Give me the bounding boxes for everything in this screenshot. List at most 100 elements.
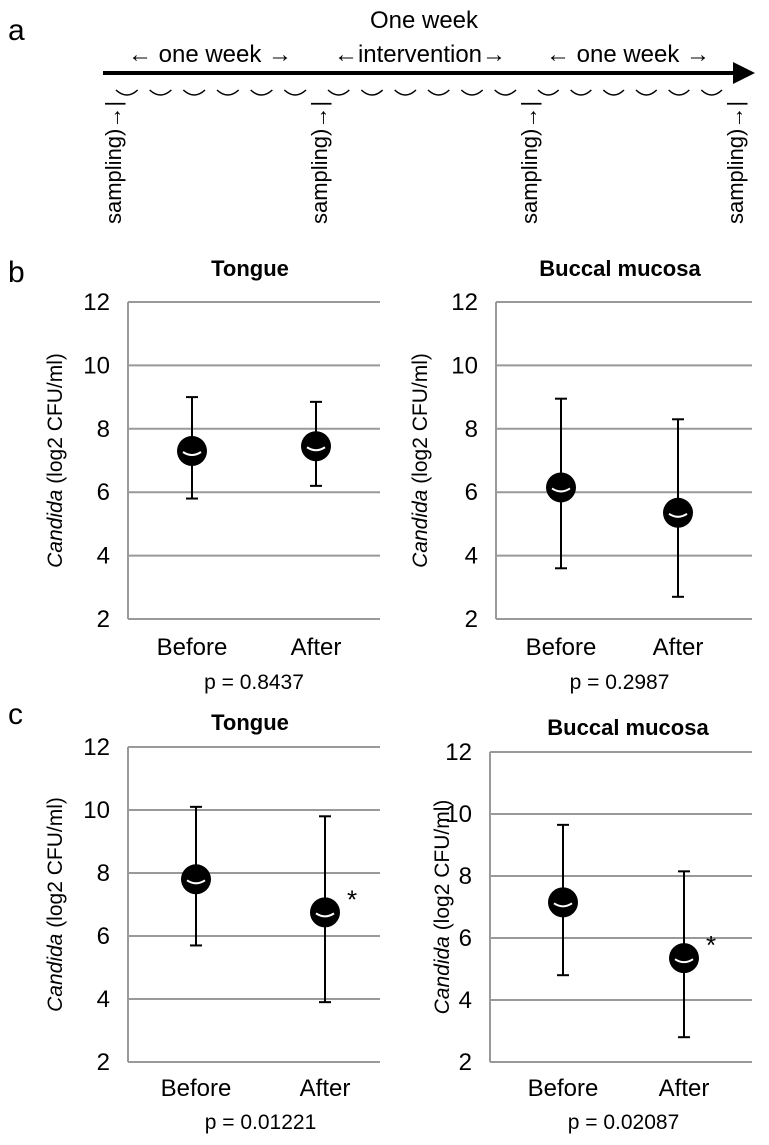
timeline-braces xyxy=(115,89,723,96)
y-axis-label: Candida (log2 CFU/ml) xyxy=(431,800,454,1015)
timeline-arrowhead xyxy=(733,62,755,84)
y-tick-label: 4 xyxy=(459,987,472,1014)
y-tick-label: 10 xyxy=(83,797,110,824)
timeline-brace-1-2 xyxy=(149,89,172,96)
y-axis-label-italic: Candida xyxy=(44,934,67,1012)
timeline-brace-1-4 xyxy=(216,89,240,96)
y-tick-label: 2 xyxy=(465,606,478,633)
y-tick-label: 10 xyxy=(83,352,110,379)
timeline-brace-1-5 xyxy=(250,89,273,96)
x-category-label: After xyxy=(300,1075,351,1102)
data-point-highlight xyxy=(668,512,688,518)
timeline-brace-2-5 xyxy=(460,89,484,96)
panel-letter-a: a xyxy=(8,14,25,47)
timeline-brace-3-1 xyxy=(537,89,560,96)
chart-buccal-b: Buccal mucosa 2 4 6 8 10 12 Candida (log2 CFU/m… xyxy=(409,256,752,694)
data-point-highlight xyxy=(186,879,206,885)
x-category-label: After xyxy=(653,634,704,661)
significance-star: * xyxy=(706,930,716,960)
chart-tongue-c: Tongue 2 4 6 8 10 12 Candida (log2 CFU/ml) Befor… xyxy=(44,710,380,1134)
timeline-brace-2-6 xyxy=(494,89,517,96)
data-point xyxy=(663,497,693,528)
data-point-highlight xyxy=(551,487,571,493)
y-axis-label-italic: Candida xyxy=(409,490,432,568)
timeline-brace-3-5 xyxy=(668,89,690,96)
y-tick-label: 6 xyxy=(97,479,110,506)
y-axis-label: Candida (log2 CFU/ml) xyxy=(44,353,67,568)
p-value-label: p = 0.01221 xyxy=(205,1111,317,1134)
sampling-label-4: sampling)→| xyxy=(723,101,748,224)
timeline-brace-1-6 xyxy=(283,89,307,96)
x-category-label: After xyxy=(659,1075,710,1102)
data-point xyxy=(669,943,699,974)
data-point xyxy=(301,431,331,462)
y-axis-label-italic: Candida xyxy=(44,490,67,568)
timeline-brace-2-4 xyxy=(427,89,450,96)
y-tick-label: 4 xyxy=(465,543,478,570)
y-tick-label: 8 xyxy=(465,416,478,443)
y-tick-label: 2 xyxy=(97,1049,110,1076)
chart-title: Tongue xyxy=(211,256,289,281)
y-tick-label: 4 xyxy=(97,543,110,570)
x-category-label: Before xyxy=(526,634,597,661)
y-tick-label: 6 xyxy=(465,479,478,506)
y-tick-label: 6 xyxy=(97,923,110,950)
timeline-brace-1-1 xyxy=(115,89,139,96)
x-category-label: Before xyxy=(161,1075,232,1102)
y-tick-label: 12 xyxy=(451,289,478,316)
y-axis-label-units: (log2 CFU/ml) xyxy=(44,353,67,490)
y-axis-label-units: (log2 CFU/ml) xyxy=(431,800,454,937)
timeline-brace-3-6 xyxy=(700,89,723,96)
x-category-label: After xyxy=(291,634,342,661)
y-tick-label: 8 xyxy=(97,860,110,887)
p-value-label: p = 0.02087 xyxy=(568,1111,680,1134)
significance-star: * xyxy=(347,884,357,914)
data-point-highlight xyxy=(315,912,335,918)
data-point xyxy=(177,435,207,466)
timeline-brace-1-3 xyxy=(182,89,206,96)
y-axis-label: Candida (log2 CFU/ml) xyxy=(409,353,432,568)
chart-buccal-c: Buccal mucosa 2 4 6 8 10 12 Candida (log2 CFU/m… xyxy=(431,715,752,1134)
data-point-highlight xyxy=(553,902,573,908)
chart-tongue-b: Tongue 2 4 6 8 10 12 Candida (log2 CFU/ml) Befor… xyxy=(44,256,380,694)
timeline-segment-3: ← one week → xyxy=(546,41,710,68)
y-tick-label: 12 xyxy=(445,739,472,766)
chart-title: Buccal mucosa xyxy=(539,256,701,281)
y-axis-label: Candida (log2 CFU/ml) xyxy=(44,797,67,1012)
y-tick-label: 8 xyxy=(459,863,472,890)
sampling-label-2: sampling)→| xyxy=(307,101,332,224)
p-value-label: p = 0.2987 xyxy=(570,671,670,694)
timeline-brace-3-3 xyxy=(602,89,625,96)
y-tick-label: 12 xyxy=(83,734,110,761)
y-tick-label: 4 xyxy=(97,986,110,1013)
data-point xyxy=(310,897,340,928)
y-tick-label: 10 xyxy=(445,801,472,828)
timeline-brace-3-4 xyxy=(635,89,658,96)
chart-title: Tongue xyxy=(211,710,289,735)
timeline-brace-2-2 xyxy=(360,89,384,96)
sampling-label-1: sampling)→| xyxy=(101,101,126,224)
y-axis-label-italic: Candida xyxy=(431,936,454,1014)
y-tick-label: 6 xyxy=(459,925,472,952)
y-tick-label: 12 xyxy=(83,289,110,316)
y-tick-label: 8 xyxy=(97,416,110,443)
y-tick-label: 2 xyxy=(97,606,110,633)
timeline-title: One week xyxy=(370,7,479,34)
p-value-label: p = 0.8437 xyxy=(204,671,304,694)
x-category-label: Before xyxy=(528,1075,599,1102)
timeline-brace-2-1 xyxy=(327,89,350,96)
timeline-brace-2-3 xyxy=(394,89,417,96)
data-point xyxy=(546,472,576,503)
sampling-label-3: sampling)→| xyxy=(517,101,542,224)
timeline-segment-2: ←intervention→ xyxy=(334,41,506,68)
chart-title: Buccal mucosa xyxy=(547,715,709,740)
data-point-highlight xyxy=(674,958,694,964)
y-tick-label: 2 xyxy=(459,1049,472,1076)
data-point xyxy=(181,864,211,895)
timeline-panel: a One week ← one week → ←intervention→ ←… xyxy=(8,7,755,224)
panel-letter-b: b xyxy=(8,256,25,289)
data-point-highlight xyxy=(182,451,202,456)
timeline-segment-1: ← one week → xyxy=(128,41,292,68)
panel-letter-c: c xyxy=(8,698,23,731)
